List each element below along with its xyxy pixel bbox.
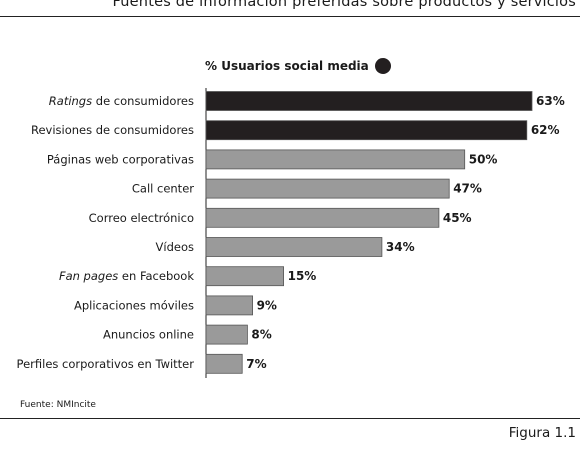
data-label: 34% (386, 240, 415, 254)
bottom-divider (0, 418, 580, 419)
legend-label: % Usuarios social media (205, 59, 369, 73)
category-label: Correo electrónico (89, 211, 194, 225)
category-label: Ratings de consumidores (49, 94, 194, 108)
legend-swatch (374, 58, 391, 74)
figure-label: Figura 1.1 (508, 425, 576, 441)
bar (205, 91, 533, 111)
data-label: 47% (453, 182, 482, 196)
data-label: 7% (246, 357, 266, 371)
chart-title: Fuentes de información preferidas sobre … (112, 0, 576, 10)
source-note: Fuente: NMIncite (20, 400, 96, 410)
bar (205, 266, 284, 287)
data-label: 9% (257, 298, 277, 312)
data-label: 45% (443, 211, 472, 225)
bar (205, 207, 440, 228)
category-label: Vídeos (156, 240, 194, 254)
bar (205, 149, 466, 170)
category-label: Aplicaciones móviles (74, 298, 194, 312)
data-label: 50% (469, 152, 498, 166)
bar (205, 120, 528, 141)
bar (205, 353, 243, 374)
category-label: Anuncios online (103, 328, 194, 342)
category-label: Call center (132, 182, 194, 196)
data-label: 62% (531, 123, 560, 137)
bar (205, 295, 253, 316)
category-label: Perfiles corporativos en Twitter (17, 357, 195, 371)
data-label: 8% (251, 328, 271, 342)
bar (205, 237, 383, 257)
legend: % Usuarios social media (205, 58, 391, 74)
category-label: Fan pages en Facebook (59, 269, 194, 283)
bar (205, 324, 248, 345)
data-label: 15% (288, 269, 317, 283)
data-label: 63% (536, 94, 565, 108)
bar (205, 178, 450, 199)
category-label: Páginas web corporativas (47, 152, 194, 166)
category-label: Revisiones de consumidores (31, 123, 194, 137)
top-divider (0, 16, 580, 17)
